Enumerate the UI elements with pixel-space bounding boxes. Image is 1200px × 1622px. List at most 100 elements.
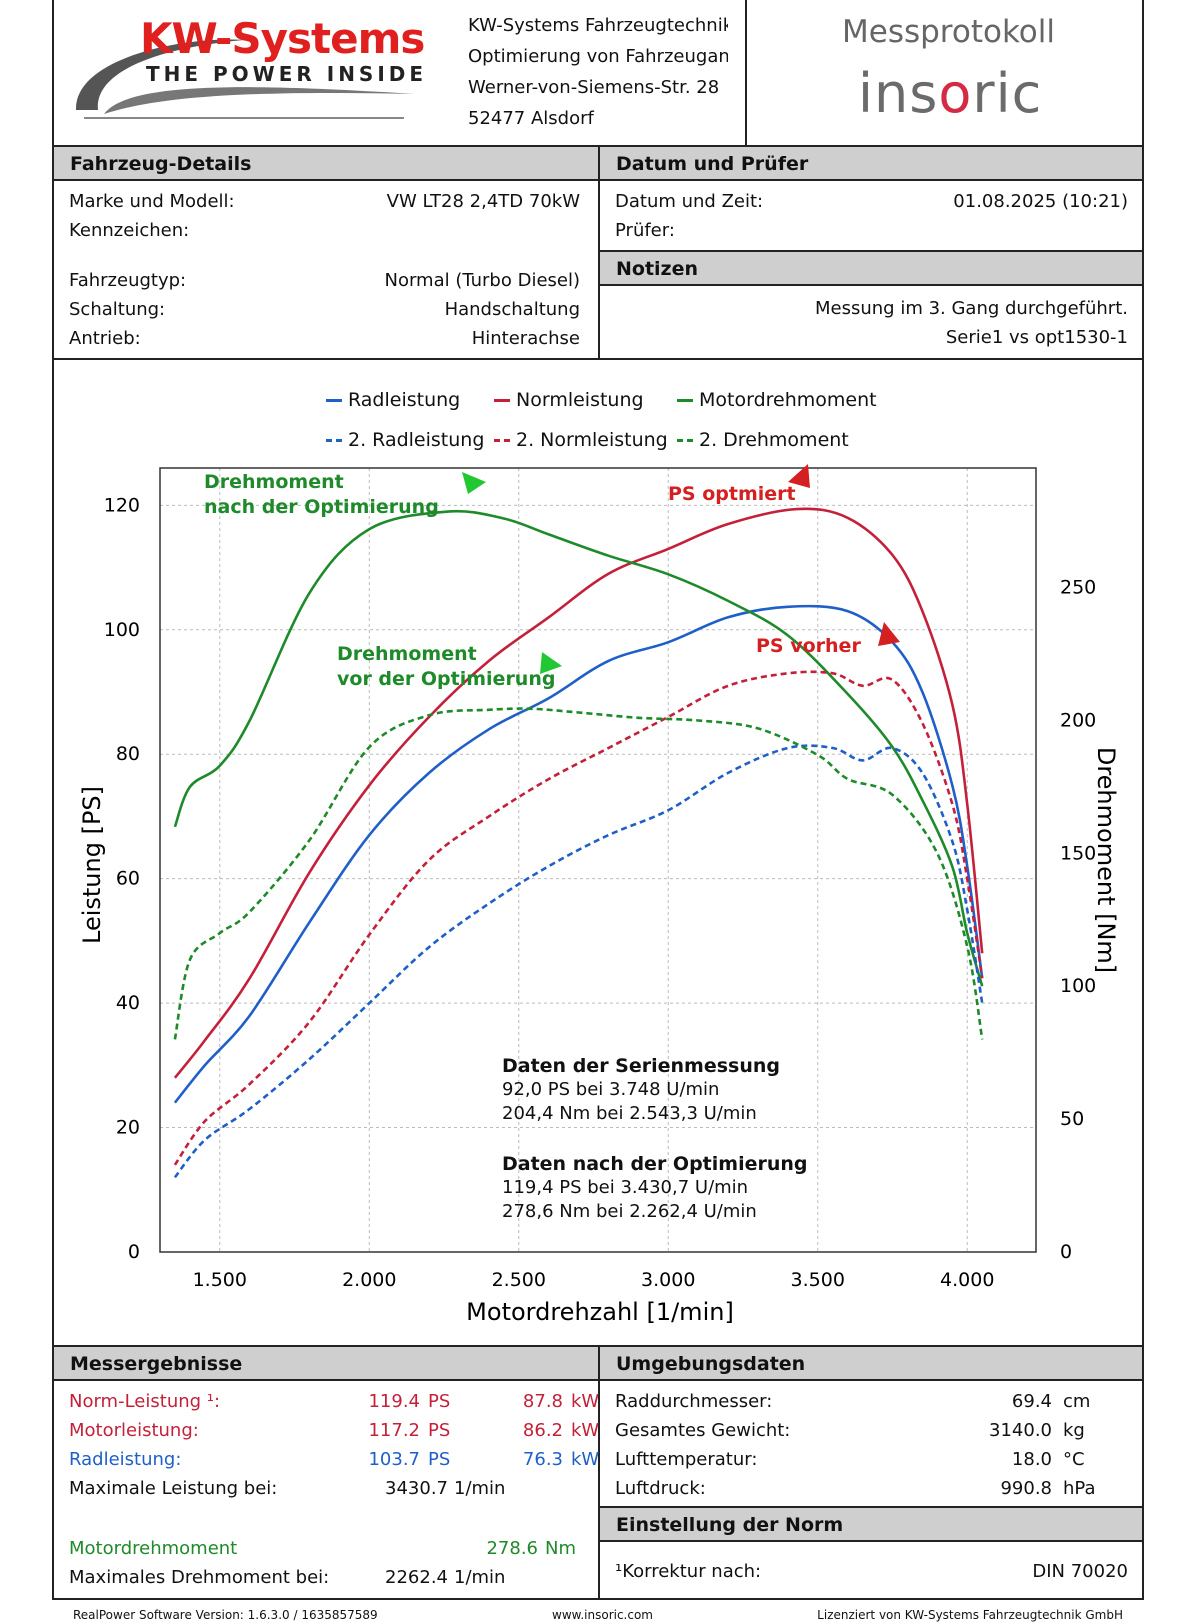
result-ps-engine: 117.2 [368,1420,420,1441]
address-line-1: KW-Systems Fahrzeugtechnik G [468,15,728,36]
x-tick-label: 2.000 [342,1269,396,1291]
divider [598,250,1144,252]
legend-item: 2. Drehmoment [677,429,849,451]
y-tick-label: 0 [128,1241,140,1263]
y2-tick-label: 200 [1060,709,1096,731]
series-line [173,509,984,987]
y2-tick-label: 100 [1060,975,1096,997]
annotation-ps-before: PS vorher [756,635,861,657]
series-line [173,604,984,1104]
y-tick-label: 100 [104,619,140,641]
y2-tick-label: 50 [1060,1108,1084,1130]
y-tick-label: 80 [116,743,140,765]
divider [52,358,1144,360]
result-kw-unit: kW [571,1391,600,1412]
env-value-wheel: 69.4 [1011,1391,1052,1412]
footer-license: Lizenziert von KW-Systems Fahrzeugtechni… [817,1608,1123,1622]
arrow-torque-before [540,652,562,674]
annotation-torque-before-2: vor der Optimierung [337,668,555,690]
serial-stats-power: 92,0 PS bei 3.748 U/min [502,1079,720,1100]
arrow-ps-before [878,622,900,646]
dyno-chart: 1.500 2.000 2.500 3.000 3.500 4.000 0 20 40 60 80 1… [78,464,1120,1326]
opt-stats-power: 119,4 PS bei 3.430,7 U/min [502,1177,749,1198]
tester-value-date: 01.08.2025 (10:21) [953,191,1128,212]
result-label-wheel: Radleistung: [69,1449,182,1470]
y-tick-label: 120 [104,494,140,516]
env-value-weight: 3140.0 [989,1420,1052,1441]
max-torque-label: Maximales Drehmoment bei: [69,1567,330,1588]
env-value-pressure: 990.8 [1000,1478,1052,1499]
env-label-pressure: Luftdruck: [615,1478,706,1499]
address-line-2: Optimierung von Fahrzeugantr [468,46,728,67]
environment-section-title: Umgebungsdaten [600,1347,1142,1381]
address-line-3: Werner-von-Siemens-Str. 28 [468,77,720,98]
x-axis-label: Motordrehzahl [1/min] [466,1298,734,1326]
result-label-engine: Motorleistung: [69,1420,199,1441]
tester-section-title: Datum und Prüfer [600,147,1142,181]
tester-label-date: Datum und Zeit: [615,191,764,212]
logo-subtitle: THE POWER INSIDE [146,62,428,86]
result-kw-unit: kW [571,1449,600,1470]
x-tick-label: 1.500 [193,1269,247,1291]
header-divider [745,0,747,145]
env-unit: °C [1063,1449,1085,1470]
legend-item: 2. Normleistung [494,429,668,451]
series-line [173,670,984,1166]
result-ps-norm: 119.4 [368,1391,420,1412]
max-torque-value: 2262.4 [385,1567,448,1588]
torque-label: Motordrehmoment [69,1538,238,1559]
series-line [173,707,984,1040]
results-section-title: Messergebnisse [54,1347,598,1381]
vehicle-label-gearbox: Schaltung: [69,299,166,320]
y2-axis-label: Drehmoment [Nm] [1092,747,1120,973]
column-divider [598,1345,600,1600]
x-tick-label: 4.000 [940,1269,994,1291]
y2-tick-label: 250 [1060,577,1096,599]
norm-section-title: Einstellung der Norm [600,1508,1142,1542]
notes-line-1: Messung im 3. Gang durchgeführt. [815,298,1128,319]
result-ps-unit: PS [428,1391,451,1412]
y-tick-label: 40 [116,992,140,1014]
env-label-wheel: Raddurchmesser: [615,1391,773,1412]
max-power-unit: 1/min [454,1478,506,1499]
x-tick-label: 2.500 [492,1269,546,1291]
x-tick-label: 3.000 [641,1269,695,1291]
vehicle-value-model: VW LT28 2,4TD 70kW [386,191,580,212]
env-label-temp: Lufttemperatur: [615,1449,758,1470]
result-kw-unit: kW [571,1420,600,1441]
serial-stats-title: Daten der Serienmessung [502,1055,780,1077]
result-label-norm: Norm-Leistung ¹: [69,1391,221,1412]
legend-item: 2. Radleistung [326,429,484,451]
legend-item: Radleistung [326,389,460,411]
vehicle-value-gearbox: Handschaltung [444,299,580,320]
vehicle-value-type: Normal (Turbo Diesel) [384,270,580,291]
vehicle-label-type: Fahrzeugtyp: [69,270,187,291]
footer-version: RealPower Software Version: 1.6.3.0 / 16… [73,1608,378,1622]
protocol-title: Messprotokoll [842,14,1055,50]
torque-unit: Nm [545,1538,576,1559]
result-ps-wheel: 103.7 [368,1449,420,1470]
y-tick-label: 60 [116,868,140,890]
footer-website: www.insoric.com [552,1608,653,1622]
y2-tick-label: 150 [1060,842,1096,864]
torque-value: 278.6 [486,1538,538,1559]
logo-title: KW-Systems [140,14,425,63]
arrow-ps-after [788,464,810,488]
opt-stats-title: Daten nach der Optimierung [502,1153,808,1175]
env-unit: cm [1063,1391,1091,1412]
insoric-logo: insoric [858,62,1043,125]
y2-tick-label: 0 [1060,1241,1072,1263]
y-axis-label: Leistung [PS] [78,786,106,944]
arrow-torque-after [462,472,486,494]
annotation-torque-after-1: Drehmoment [204,471,344,493]
max-power-value: 3430.7 [385,1478,448,1499]
legend-item: Motordrehmoment [677,389,877,411]
env-value-temp: 18.0 [1011,1449,1052,1470]
address-line-4: 52477 Alsdorf [468,108,594,129]
result-ps-unit: PS [428,1420,451,1441]
vehicle-label-drive: Antrieb: [69,328,141,349]
norm-value: DIN 70020 [1032,1561,1128,1582]
max-torque-unit: 1/min [454,1567,506,1588]
x-tick-label: 3.500 [791,1269,845,1291]
result-ps-unit: PS [428,1449,451,1470]
